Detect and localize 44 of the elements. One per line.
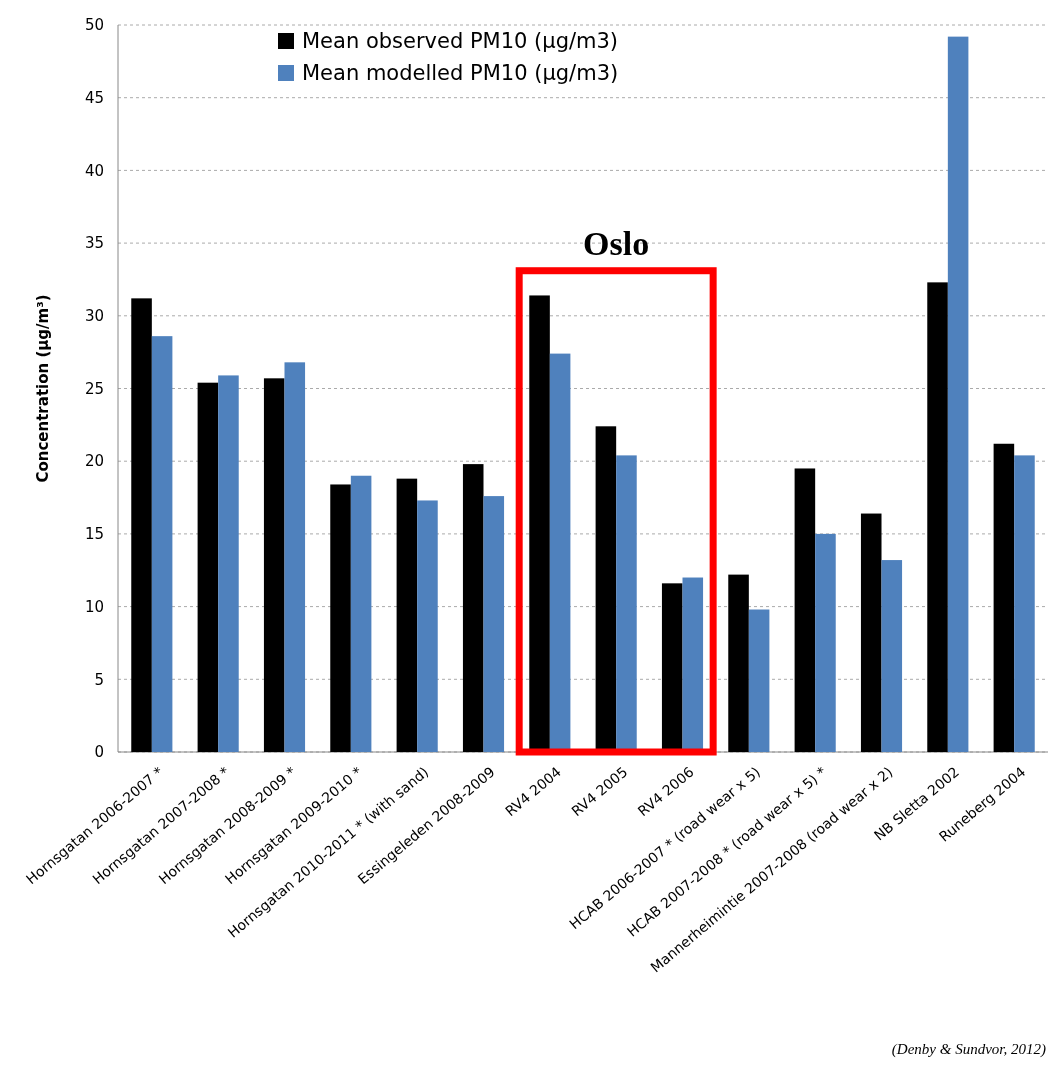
- y-tick-label: 25: [84, 379, 104, 398]
- bar: [197, 382, 219, 752]
- bar: [927, 282, 948, 752]
- bar: [549, 353, 571, 752]
- bar: [417, 500, 438, 752]
- y-tick-label: 10: [84, 597, 104, 616]
- bar: [483, 496, 505, 752]
- bar: [993, 443, 1015, 752]
- bar: [616, 455, 637, 752]
- bar: [131, 298, 152, 752]
- y-tick-label: 5: [94, 670, 104, 689]
- bar: [661, 583, 683, 752]
- legend-label: Mean modelled PM10 (µg/m3): [302, 61, 619, 86]
- annotation: Oslo: [583, 224, 650, 262]
- y-tick-label: 0: [94, 743, 104, 762]
- bar: [462, 464, 484, 752]
- bar: [529, 295, 550, 752]
- y-axis-title: Concentration (µg/m³): [34, 294, 52, 483]
- bar: [218, 375, 239, 752]
- bar: [284, 362, 306, 752]
- y-tick-label: 50: [84, 16, 104, 35]
- bar: [794, 468, 816, 752]
- y-tick-label: 20: [84, 452, 104, 471]
- bar: [815, 533, 836, 752]
- text: (Denby & Sundvor, 2012): [891, 1041, 1046, 1058]
- bar: [151, 336, 173, 752]
- bar: [748, 609, 770, 752]
- bar: [860, 513, 882, 752]
- y-tick-label: 15: [84, 525, 104, 544]
- y-tick-label: 45: [84, 88, 104, 107]
- legend-label: Mean observed PM10 (µg/m3): [302, 29, 619, 54]
- bar: [682, 577, 704, 752]
- bar: [396, 478, 418, 752]
- bar: [1014, 455, 1035, 752]
- bar: [330, 484, 351, 752]
- bar: [881, 560, 903, 752]
- bar: [728, 574, 749, 752]
- y-tick-label: 30: [84, 307, 104, 326]
- bar: [350, 475, 372, 752]
- bar: [947, 36, 969, 752]
- bar: [595, 426, 617, 752]
- y-tick-label: 35: [84, 234, 104, 253]
- bar: [263, 378, 285, 752]
- y-tick-label: 40: [84, 161, 104, 180]
